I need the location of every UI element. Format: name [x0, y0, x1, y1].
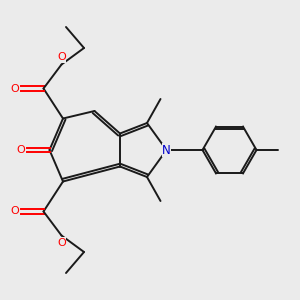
Text: O: O	[16, 145, 25, 155]
Text: O: O	[57, 52, 66, 62]
Text: O: O	[57, 238, 66, 248]
Text: O: O	[10, 83, 19, 94]
Text: O: O	[10, 206, 19, 217]
Text: N: N	[162, 143, 171, 157]
